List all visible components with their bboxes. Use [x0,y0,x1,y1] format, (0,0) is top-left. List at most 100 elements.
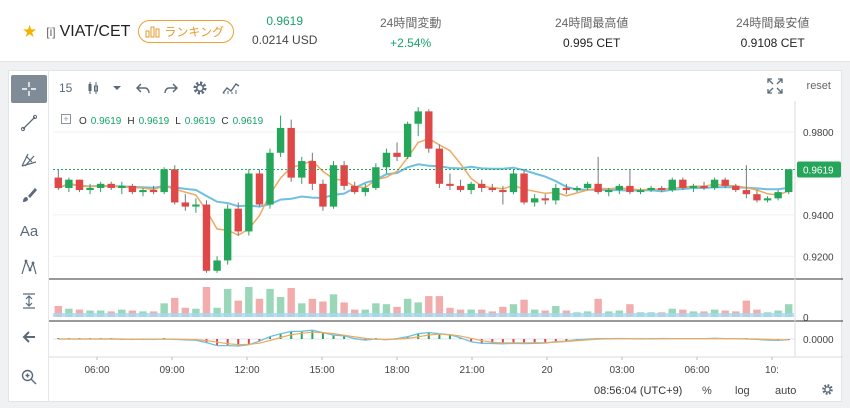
ranking-bar-icon [145,26,160,37]
price-axis-label: 0.9800 [803,128,834,139]
text-tool[interactable]: Aa [11,217,47,245]
ohlc-o: 0.9619 [90,116,122,127]
arrow-left-icon [22,331,35,343]
volume-bar [54,306,62,317]
volume-bar [552,306,560,317]
last-price-block: 0.9619 0.0214 USD [252,14,317,47]
volume-bar [298,303,306,317]
pair-name: VIAT/CET [59,22,131,40]
time-axis-label: 09:00 [159,365,184,376]
candle-body [446,183,454,186]
volume-bar [171,297,179,317]
candle-body [488,187,497,191]
macd-histogram-bar [258,339,261,342]
interval-select[interactable]: 15 [59,81,72,95]
volume-bar [245,287,253,317]
time-axis-label: 21:00 [459,365,484,376]
crosshair-icon [22,82,36,96]
pattern-tool[interactable] [11,253,47,281]
brush-tool[interactable] [11,181,47,209]
candle-body [75,179,84,191]
last-price-tag [797,161,841,178]
hide-toolbar-button[interactable] [11,323,47,351]
price-chart[interactable]: 0.9800 0.9400 0.9200 0.9619 0 0.0000 06:00 09:0… [9,71,843,381]
volume-bar [308,298,317,317]
volume-bar [255,298,264,317]
candle-body [425,111,433,149]
volume-bar [234,300,242,317]
ohlc-l-label: L [175,116,181,127]
macd-histogram-bar [470,339,473,342]
macd-histogram-bar [533,339,536,344]
candle-body [139,190,147,193]
trendline-icon [20,114,38,132]
candle-body [192,204,200,207]
change-value: +2.54% [390,36,432,50]
candle-body [594,183,602,193]
zoom-tool[interactable] [11,363,47,391]
ma-line-blue [57,163,789,208]
gear-icon [193,81,207,95]
macd-histogram-bar [544,339,547,344]
candle-body [679,179,687,188]
chart-panel: Aa 15 re [8,70,843,402]
macd-histogram-bar [512,339,515,344]
candle-body [213,260,221,271]
candle-body [774,192,782,199]
candle-body [520,173,528,203]
candle-body [54,177,62,188]
volume-bar [446,307,454,317]
candle-body [721,179,729,186]
auto-scale-button[interactable]: auto [775,385,797,397]
volume-bar [403,298,412,317]
candle-body [626,185,634,193]
low-block: 24時間最安値 0.9108 CET [736,14,809,50]
macd-histogram-bar [565,339,568,342]
candle-body [657,187,666,191]
reset-button[interactable]: reset [806,80,831,92]
indicators-button[interactable] [222,81,240,95]
candle-body [149,190,158,193]
settings-button[interactable] [192,80,208,96]
favorite-star-icon[interactable]: ★ [22,22,38,41]
volume-bar [192,308,200,317]
candle-body [234,208,242,232]
candle-body [350,185,359,193]
percent-scale-button[interactable]: % [702,385,712,397]
candle-body [478,183,486,188]
volume-bar [626,304,634,317]
candle-body [340,165,348,186]
crosshair-tool[interactable] [11,75,47,103]
last-price: 0.9619 [266,14,304,28]
candle-body [541,198,549,201]
volume-bar [742,300,751,317]
candle-body [171,169,179,203]
volume-bar [509,304,518,317]
fib-tool[interactable] [11,145,47,173]
candle-body [636,190,645,193]
volume-bar [340,302,348,317]
fullscreen-button[interactable] [767,78,783,99]
high-label: 24時間最高値 [555,16,629,30]
log-scale-button[interactable]: log [735,385,750,397]
candle-body [562,187,571,191]
trendline-tool[interactable] [11,109,47,137]
candle-body [403,123,412,157]
scale-settings-button[interactable] [821,383,834,399]
ranking-button[interactable]: ランキング [138,20,235,43]
candle-body [128,185,137,193]
measure-tool[interactable] [11,287,47,315]
volume-bar [319,301,327,317]
candle-body [742,190,751,195]
collapse-legend-icon[interactable]: + [61,114,71,124]
chart-type-button[interactable] [86,81,122,95]
pitchfork-icon [21,153,37,167]
macd-histogram-bar [554,339,557,342]
time-axis-label: 12:00 [234,365,259,376]
chevron-down-icon [113,86,122,90]
brush-icon [23,188,37,202]
ohlc-o-label: O [79,116,87,127]
redo-button[interactable] [164,82,179,94]
undo-button[interactable] [136,82,151,94]
macd-histogram-bar [787,339,790,340]
